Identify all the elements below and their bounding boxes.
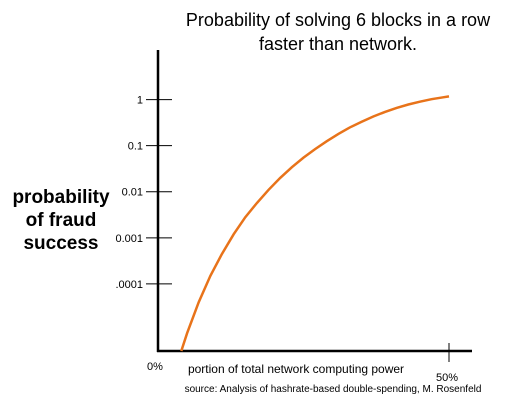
y-ticks: 1 0.1 0.01 0.001 .0001 [115,95,172,291]
x-tick-label: 0% [147,361,163,373]
y-tick-label: 0.01 [122,187,143,199]
chart-title-line-2: faster than network. [258,34,418,54]
y-axis-label-line-3: success [23,233,99,254]
x-axis-label: portion of total network computing power [187,362,405,376]
y-tick-label: 0.1 [128,141,143,153]
y-axis-label-line-1: probability [12,187,110,208]
y-tick-label: .0001 [115,279,143,291]
y-tick-label: 1 [137,95,143,107]
x-ticks: 0% 50% [147,343,458,384]
chart-title-line-1: Probability of solving 6 blocks in a row [185,10,491,30]
y-tick-label: 0.001 [115,233,143,245]
source-note: source: Analysis of hashrate-based doubl… [184,384,482,395]
series-line [180,95,450,352]
x-tick-label: 50% [436,372,458,384]
y-axis-label-line-2: of fraud [25,210,97,231]
